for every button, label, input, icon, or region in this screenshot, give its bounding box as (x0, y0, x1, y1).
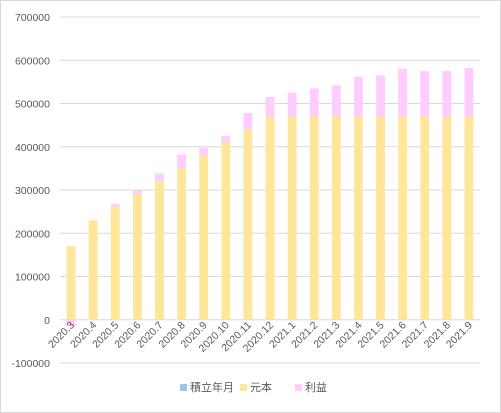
legend-swatch (240, 384, 247, 391)
legend-label: 利益 (305, 380, 327, 394)
legend-label: 元本 (250, 380, 272, 394)
y-tick-label: 100000 (15, 272, 50, 284)
legend-swatch (295, 384, 302, 391)
bar-segment-元本 (309, 116, 319, 320)
bar-segment-元本 (331, 116, 341, 320)
bar-segment-利益 (398, 68, 408, 117)
bar-segment-元本 (155, 181, 164, 320)
y-axis-labels: -100000 0 100000 200000 300000 400000 500000 60… (11, 12, 50, 370)
bar-segment-利益 (354, 76, 363, 117)
y-tick-label: 600000 (15, 55, 50, 67)
bar-segment-利益 (287, 92, 297, 117)
bar-segment-利益 (177, 154, 186, 169)
legend: 積立年月 元本 利益 (180, 380, 327, 394)
bar-segment-元本 (464, 116, 474, 320)
y-tick-label: 200000 (15, 228, 50, 240)
bar-segment-元本 (265, 116, 275, 320)
bar-segment-利益 (309, 88, 319, 117)
bar-segment-利益 (110, 203, 120, 208)
bar-segment-元本 (221, 142, 231, 320)
bar-segment-利益 (442, 71, 452, 117)
legend-label: 積立年月 (190, 380, 234, 394)
bar-segment-利益 (199, 147, 209, 156)
bar-segment-元本 (88, 220, 98, 320)
bar-segment-利益 (376, 75, 385, 117)
bar-segment-元本 (132, 194, 142, 320)
bar-segment-利益 (464, 68, 474, 117)
y-tick-label: 0 (44, 315, 50, 327)
bar-segment-元本 (442, 116, 452, 320)
bar-segment-元本 (287, 116, 297, 320)
bar-segment-元本 (177, 168, 186, 320)
y-tick-label: 500000 (15, 99, 50, 111)
y-tick-label: 300000 (15, 185, 50, 197)
bar-segment-利益 (243, 113, 253, 130)
legend-swatch (180, 384, 187, 391)
y-tick-label: 700000 (15, 12, 50, 24)
y-tick-label: 400000 (15, 142, 50, 154)
bar-segment-元本 (243, 129, 253, 320)
bar-segment-元本 (376, 116, 385, 320)
y-tick-label: -100000 (11, 358, 50, 370)
bar-segment-利益 (132, 190, 142, 195)
bar-segment-利益 (155, 173, 164, 182)
x-axis-labels: 2020.32020.42020.52020.62020.72020.82020… (46, 319, 475, 354)
bar-segment-元本 (66, 246, 76, 320)
bar-segment-利益 (331, 85, 341, 117)
bar-segment-元本 (420, 116, 430, 320)
bar-segment-元本 (354, 116, 363, 320)
bar-segment-利益 (221, 135, 231, 143)
bar-segment-利益 (66, 319, 76, 327)
bar-segment-元本 (110, 207, 120, 320)
bar-segment-元本 (199, 155, 209, 320)
bar-segment-利益 (420, 71, 430, 117)
bar-segment-元本 (398, 116, 408, 320)
bar-segment-利益 (265, 97, 275, 117)
bars (66, 68, 474, 327)
